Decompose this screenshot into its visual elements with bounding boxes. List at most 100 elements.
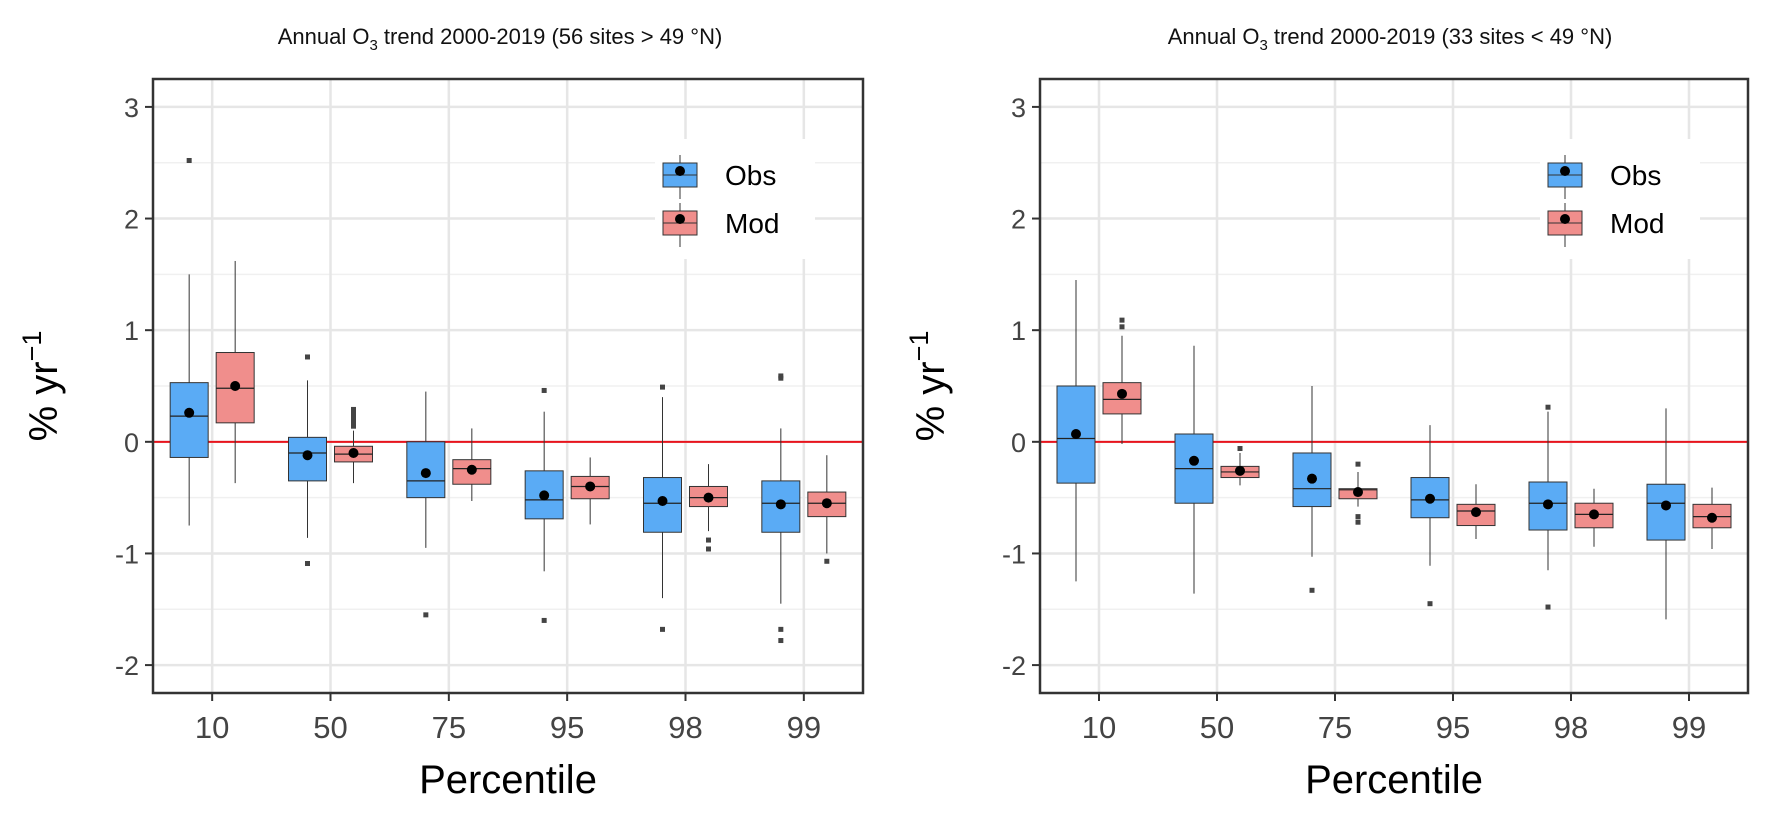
legend-key-mod <box>662 203 698 247</box>
plot-border <box>151 77 865 695</box>
x-axis-label: Percentile <box>1305 758 1483 802</box>
box-obs-98 <box>1528 404 1568 610</box>
box-mod-98 <box>1574 488 1614 547</box>
x-tick-label: 75 <box>1318 710 1352 745</box>
outlier-point <box>351 420 356 426</box>
box-iqr <box>1646 483 1686 541</box>
outlier-point <box>1545 604 1551 610</box>
y-tick-label: 1 <box>1011 316 1026 346</box>
x-tick-label: 75 <box>432 710 466 745</box>
outlier-point <box>660 626 665 632</box>
outlier-point <box>1355 461 1361 467</box>
mean-point <box>821 498 832 509</box>
legend-key-mean <box>675 214 685 224</box>
y-tick-label: -1 <box>115 539 139 569</box>
box-mod-98 <box>689 464 728 552</box>
y-axis-label: % yr−1 <box>904 331 953 442</box>
y-tick-label: 0 <box>1011 428 1026 458</box>
y-tick-label: -2 <box>115 651 139 681</box>
box-iqr <box>807 491 847 518</box>
legend-key-mod <box>1547 203 1583 247</box>
x-tick-label: 98 <box>668 710 702 745</box>
y-tick-label: -1 <box>1002 539 1026 569</box>
outlier-point <box>305 561 310 567</box>
mean-point <box>1543 499 1553 510</box>
box-obs-10 <box>1056 279 1096 582</box>
outlier-point <box>1355 519 1361 525</box>
box-mod-50 <box>334 406 373 484</box>
y-tick-label: 3 <box>1011 93 1026 123</box>
plot-border <box>1038 77 1750 695</box>
x-axis-label: Percentile <box>419 758 597 802</box>
outlier-point <box>778 375 784 381</box>
mean-point <box>1589 509 1599 520</box>
x-tick-label: 10 <box>195 710 229 745</box>
mean-point <box>1307 473 1317 484</box>
legend-background <box>1540 139 1700 259</box>
x-tick-label: 50 <box>1200 710 1234 745</box>
legend-label-obs: Obs <box>725 160 776 191</box>
mean-point <box>1071 429 1081 440</box>
box-iqr <box>169 382 209 458</box>
y-tick-label: 2 <box>1011 205 1026 235</box>
mean-point <box>184 407 195 418</box>
mean-point <box>539 490 550 501</box>
outlier-point <box>1545 404 1551 410</box>
box-mod-95 <box>1456 484 1496 539</box>
legend-label-mod: Mod <box>725 208 779 239</box>
outlier-point <box>1427 601 1433 607</box>
box-obs-50 <box>288 354 327 567</box>
x-tick-label: 98 <box>1554 710 1588 745</box>
legend-key-obs <box>662 155 698 199</box>
box-mod-99 <box>1692 487 1732 549</box>
box-obs-99 <box>1646 408 1686 620</box>
legend-key-obs <box>1547 155 1583 199</box>
outlier-point <box>351 423 356 429</box>
outlier-point <box>351 410 356 416</box>
y-tick-label: 2 <box>124 205 139 235</box>
box-obs-99 <box>761 373 801 644</box>
legend-key-mean <box>675 166 685 176</box>
legend-label-mod: Mod <box>1610 208 1664 239</box>
outlier-point <box>706 546 711 552</box>
outlier-point <box>1119 317 1125 323</box>
outlier-point <box>423 612 429 618</box>
box-obs-95 <box>524 387 564 623</box>
box-mod-10 <box>215 260 255 484</box>
box-mod-75 <box>1338 461 1378 525</box>
legend: Obs Mod <box>655 139 815 259</box>
box-obs-95 <box>1410 425 1450 607</box>
outlier-point <box>660 384 665 390</box>
box-obs-75 <box>1292 386 1332 593</box>
box-mod-75 <box>452 428 492 501</box>
mean-point <box>657 495 668 506</box>
x-tick-label: 99 <box>1672 710 1706 745</box>
outlier-point <box>778 626 784 632</box>
legend-label-obs: Obs <box>1610 160 1661 191</box>
mean-point <box>230 381 241 391</box>
outlier-point <box>186 157 192 163</box>
mean-point <box>1707 512 1717 523</box>
x-tick-label: 10 <box>1082 710 1116 745</box>
x-tick-label: 99 <box>787 710 821 745</box>
outlier-point <box>1119 324 1125 330</box>
mean-point <box>348 447 359 458</box>
mean-point <box>1661 500 1671 511</box>
y-tick-label: 0 <box>124 428 139 458</box>
box-obs-75 <box>406 391 446 618</box>
y-tick-label: 3 <box>124 93 139 123</box>
x-tick-label: 95 <box>550 710 584 745</box>
box-obs-98 <box>643 384 682 632</box>
x-tick-label: 50 <box>313 710 347 745</box>
outlier-point <box>824 558 830 564</box>
box-obs-10 <box>169 157 209 526</box>
box-mod-10 <box>1102 317 1142 445</box>
y-tick-label: -2 <box>1002 651 1026 681</box>
legend: Obs Mod <box>1540 139 1700 259</box>
mean-point <box>1235 465 1245 476</box>
box-mod-99 <box>807 455 847 564</box>
mean-point <box>1189 455 1199 466</box>
mean-point <box>1353 487 1363 498</box>
